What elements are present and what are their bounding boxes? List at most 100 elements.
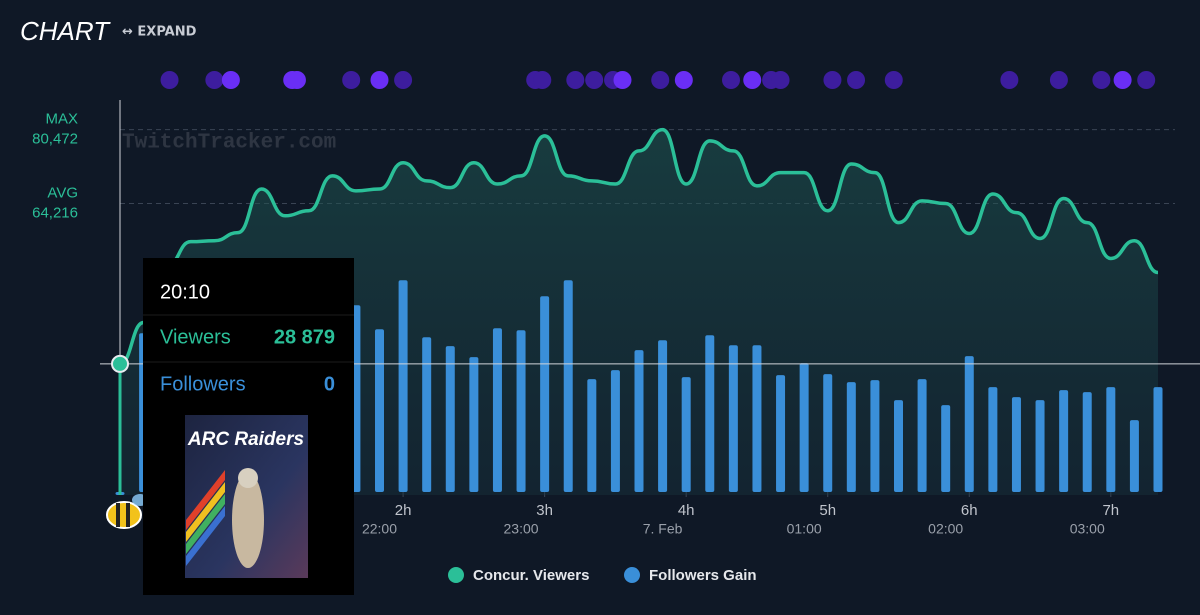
bar [563,280,573,492]
bar [634,350,644,492]
chart-title: CHART [20,16,111,46]
reference-value: 64,216 [32,204,78,221]
event-dot [160,71,179,89]
reference-label: MAX [45,111,78,128]
bee-body [106,501,142,529]
event-dot [722,71,741,89]
bar [445,346,455,492]
tooltip-label: Followers [160,373,246,395]
bee-stripe [116,503,120,527]
event-dot [205,71,224,89]
bar [492,328,502,492]
x-tick-label: 5h [819,502,836,519]
bar [681,377,691,492]
bar [1153,387,1163,492]
cover-stripe [186,506,225,566]
bee-stripe [126,503,130,527]
bar [846,382,856,492]
legend-marker [624,567,640,583]
legend-label[interactable]: Concur. Viewers [473,567,589,584]
bar [1011,397,1021,492]
event-dot [533,71,552,89]
x-tick-label: 2h [395,502,412,519]
bar [728,345,738,492]
event-dot [1000,71,1019,89]
x-tick-label: 01:00 [787,521,822,537]
bar [870,380,880,492]
x-tick-label: 7h [1102,502,1119,519]
line [119,127,1159,366]
bar [941,405,951,492]
event-dot [613,71,632,89]
tooltip-time: 20:10 [160,281,210,303]
tooltip-value: 28 879 [274,326,335,348]
bar [469,357,479,492]
event-dot [743,71,762,89]
game-title: ARC Raiders [187,429,304,450]
tooltip: 20:10 Viewers 28 879 Followers 0 ARC Rai… [143,258,354,595]
bar [1106,387,1116,492]
bar [988,387,998,492]
bar [398,280,408,492]
cover-stripe [186,494,225,554]
event-dot [884,71,903,89]
cover-stripe [186,482,225,542]
bar [894,400,903,492]
bar [1035,400,1045,492]
cover-figure [232,472,264,568]
legend-marker [448,567,464,583]
bar [705,335,715,492]
x-tick-label: 3h [536,502,553,519]
bar [964,356,974,492]
x-tick-label: 02:00 [928,521,963,537]
event-dot [585,71,604,89]
event-dot [342,71,361,89]
x-tick-label: 23:00 [504,521,539,537]
event-dot [847,71,866,89]
event-dot [651,71,670,89]
event-dot [1137,71,1156,89]
tooltip-label: Viewers [160,326,231,348]
x-tick-label: 7. Feb [643,521,683,537]
bar [658,340,668,492]
bar [752,345,762,492]
event-dot [287,71,306,89]
event-dot [1049,71,1068,89]
hover-marker [111,354,129,373]
reference-label: AVG [47,184,78,201]
event-dot [1092,71,1111,89]
event-dot [566,71,585,89]
event-dot [771,71,790,89]
bar [587,379,597,492]
event-dot [370,71,389,89]
x-tick-label: 4h [678,502,695,519]
plot: MAX 80,472 AVG 64,216 2h 3h 4h 5h 6h 7h 22:00 23:00… [32,71,1200,537]
bar [422,337,432,492]
watermark: TwitchTracker.com [122,132,336,155]
expand-button[interactable]: ↔ EXPAND [122,25,197,40]
event-dot [394,71,413,89]
bar [1082,392,1092,492]
bar [540,296,550,492]
cover-stripe [186,470,225,530]
legend-label[interactable]: Followers Gain [649,567,757,584]
x-tick-label: 03:00 [1070,521,1105,537]
bar [516,330,526,492]
event-dot [674,71,693,89]
bar [1129,420,1139,492]
bar [1059,390,1069,492]
bar [823,374,833,492]
cover-figure [238,468,258,488]
x-tick-label: 22:00 [362,521,397,537]
reference-value: 80,472 [32,131,78,148]
bar [776,375,786,492]
tooltip-value: 0 [324,373,335,395]
bar [375,329,384,492]
bar [799,363,809,492]
event-dot [1113,71,1132,89]
x-tick-label: 6h [961,502,978,519]
event-dot [221,71,240,89]
bar [917,379,927,492]
